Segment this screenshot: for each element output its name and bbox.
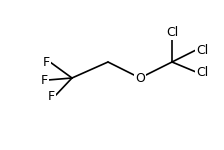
Text: O: O xyxy=(135,72,145,84)
Text: F: F xyxy=(41,74,48,87)
Text: F: F xyxy=(43,56,50,69)
Text: F: F xyxy=(48,90,55,102)
Text: Cl: Cl xyxy=(166,26,178,39)
Text: Cl: Cl xyxy=(196,66,208,78)
Text: Cl: Cl xyxy=(196,44,208,57)
